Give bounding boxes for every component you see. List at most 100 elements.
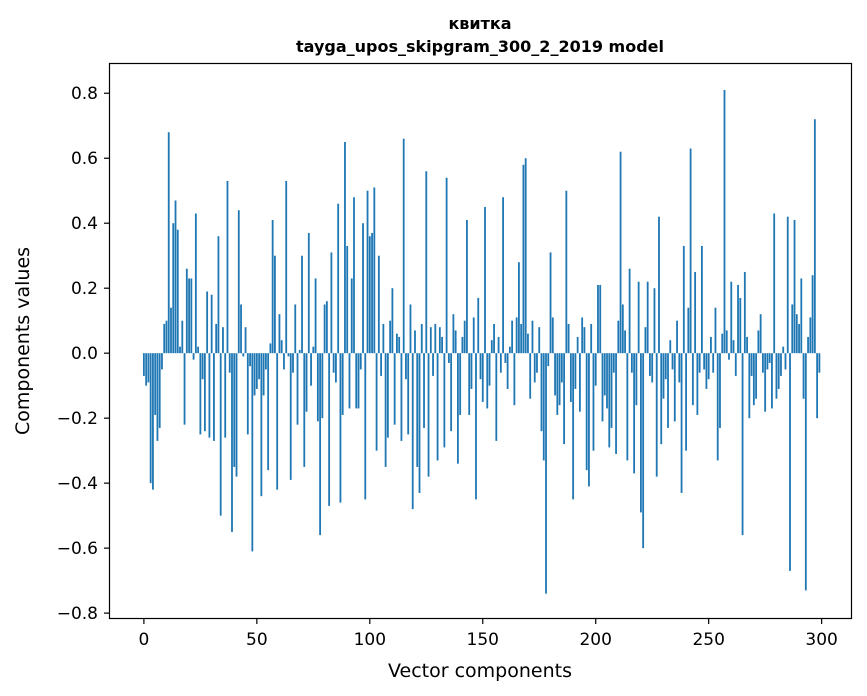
bar xyxy=(470,353,473,389)
bar xyxy=(396,333,398,354)
bar xyxy=(305,353,308,412)
bar xyxy=(438,327,441,354)
bar xyxy=(267,353,270,471)
bar xyxy=(676,320,678,354)
bar xyxy=(163,323,166,354)
bar xyxy=(640,353,642,513)
bar xyxy=(809,317,812,354)
bar xyxy=(368,236,371,354)
bar xyxy=(271,219,274,354)
bar xyxy=(712,353,715,373)
bar xyxy=(208,353,211,438)
bar xyxy=(463,320,466,354)
bar xyxy=(377,255,380,354)
bar xyxy=(490,340,493,354)
bar xyxy=(565,190,568,354)
bar xyxy=(583,327,586,354)
bar xyxy=(479,353,482,380)
bar xyxy=(484,206,486,354)
bar xyxy=(784,353,787,370)
x-tick-label: 300 xyxy=(805,630,837,650)
bar xyxy=(183,353,186,425)
bar xyxy=(167,132,170,354)
bar xyxy=(472,317,475,354)
bar xyxy=(653,288,656,354)
bar xyxy=(436,353,439,461)
bar xyxy=(802,353,805,399)
bar xyxy=(795,314,798,354)
bar xyxy=(357,353,360,409)
bar xyxy=(251,353,254,552)
bar xyxy=(154,353,157,415)
bar xyxy=(296,353,299,425)
bar xyxy=(721,333,724,354)
y-tick-label: 0.2 xyxy=(71,279,98,299)
bar xyxy=(621,304,624,354)
bar xyxy=(346,245,349,354)
bar xyxy=(249,353,251,367)
bar xyxy=(689,148,692,354)
bar xyxy=(610,353,613,428)
bar xyxy=(310,353,312,386)
bar xyxy=(680,353,683,493)
bar xyxy=(192,353,195,360)
y-tick-label: 0.4 xyxy=(71,214,98,234)
bar xyxy=(414,330,416,354)
bar xyxy=(179,346,181,354)
bar xyxy=(508,346,511,354)
bar xyxy=(766,353,769,370)
bar xyxy=(732,340,735,354)
bar xyxy=(626,353,629,461)
y-tick-label: −0.8 xyxy=(57,604,98,624)
bar xyxy=(757,330,760,354)
y-axis-label: Components values xyxy=(12,247,34,435)
bar xyxy=(759,314,762,354)
bar xyxy=(233,353,236,467)
bar xyxy=(181,320,184,354)
bar xyxy=(818,353,821,373)
bar xyxy=(400,353,403,441)
bar xyxy=(816,353,819,419)
bar xyxy=(547,353,550,367)
x-axis-ticks: 0 50 100 150 200 250 300 xyxy=(138,618,838,650)
bar xyxy=(628,268,631,354)
bar xyxy=(337,203,340,354)
bar xyxy=(307,232,310,354)
bar xyxy=(213,353,215,441)
y-tick-label: −0.4 xyxy=(57,474,98,494)
bar xyxy=(375,353,378,451)
bar xyxy=(658,216,660,354)
bar xyxy=(682,245,685,354)
bar xyxy=(696,353,699,415)
bar xyxy=(330,252,333,354)
bar xyxy=(231,353,233,532)
bar xyxy=(533,353,536,383)
bar xyxy=(398,336,401,354)
bar xyxy=(149,353,152,484)
bar xyxy=(373,187,376,354)
chart-title-line1: квитка xyxy=(448,14,511,33)
bar xyxy=(389,320,392,354)
bar xyxy=(551,317,554,354)
bar xyxy=(569,353,572,402)
bar xyxy=(488,353,491,386)
bar xyxy=(335,353,337,383)
bar xyxy=(599,284,602,354)
bar xyxy=(601,353,604,422)
bar xyxy=(292,353,294,373)
x-tick-label: 200 xyxy=(579,630,611,650)
y-tick-label: −0.2 xyxy=(57,409,98,429)
bar xyxy=(447,353,450,363)
bar xyxy=(771,353,773,409)
bar xyxy=(511,320,514,354)
x-tick-label: 150 xyxy=(467,630,499,650)
bar xyxy=(800,278,803,354)
bar xyxy=(540,353,543,432)
bar xyxy=(319,353,322,536)
bar xyxy=(380,353,382,376)
bar xyxy=(278,314,281,354)
bar xyxy=(172,223,175,354)
bar xyxy=(235,353,238,477)
bar xyxy=(457,353,459,464)
